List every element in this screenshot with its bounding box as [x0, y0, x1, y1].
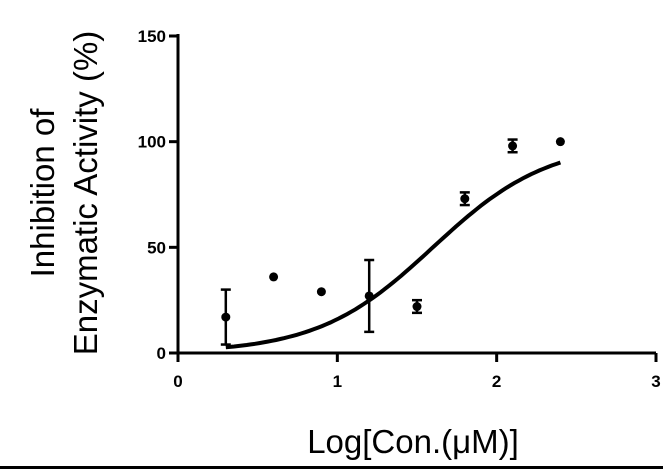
data-point-1	[269, 272, 279, 282]
data-point-2	[316, 287, 326, 297]
data-points	[221, 137, 565, 322]
ticks	[169, 34, 658, 362]
y-tick-label-0: 0	[157, 344, 166, 363]
data-point-4	[412, 302, 422, 312]
x-axis-title: Log[Con.(μM)]	[307, 423, 519, 460]
data-point-6	[508, 141, 518, 151]
axes	[176, 34, 656, 355]
x-tick-label-0: 0	[173, 372, 182, 391]
x-tick-label-1: 1	[333, 372, 342, 391]
data-point-7	[555, 137, 565, 147]
y-axis-title-line-1: Inhibition of	[24, 108, 61, 278]
y-tick-label-1: 50	[147, 238, 166, 257]
error-bars	[220, 138, 518, 346]
tick-labels: 0 1 2 3 0 50 100 150	[138, 27, 661, 391]
y-axis-title-line-2: Enzymatic Activity (%)	[67, 31, 104, 356]
data-point-3	[364, 291, 374, 301]
x-tick-label-2: 2	[492, 372, 501, 391]
x-tick-label-3: 3	[651, 372, 660, 391]
data-point-5	[460, 194, 470, 204]
fit-curve	[225, 160, 562, 350]
data-point-0	[221, 312, 231, 322]
y-tick-label-3: 150	[138, 27, 166, 46]
bottom-border-line	[0, 466, 663, 469]
y-tick-label-2: 100	[138, 133, 166, 152]
